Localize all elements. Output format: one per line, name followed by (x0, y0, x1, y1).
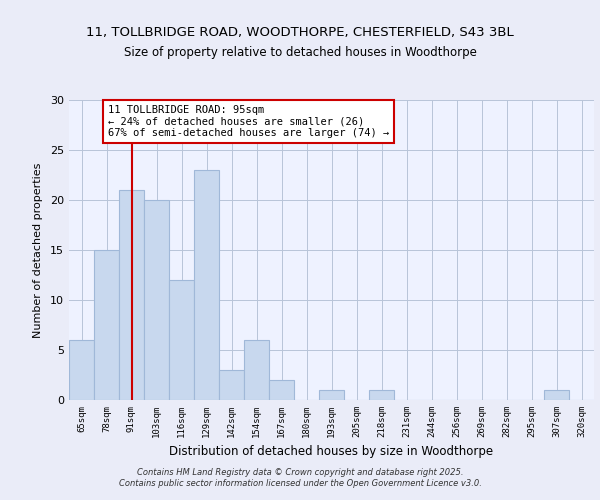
Bar (369, 390, 394, 400)
Bar (219, 370, 244, 400)
Bar (144, 200, 169, 400)
Bar (194, 170, 219, 400)
Text: 11, TOLLBRIDGE ROAD, WOODTHORPE, CHESTERFIELD, S43 3BL: 11, TOLLBRIDGE ROAD, WOODTHORPE, CHESTER… (86, 26, 514, 39)
Bar (269, 380, 294, 400)
Bar (544, 390, 569, 400)
X-axis label: Distribution of detached houses by size in Woodthorpe: Distribution of detached houses by size … (169, 446, 494, 458)
Text: 11 TOLLBRIDGE ROAD: 95sqm
← 24% of detached houses are smaller (26)
67% of semi-: 11 TOLLBRIDGE ROAD: 95sqm ← 24% of detac… (108, 105, 389, 138)
Text: Contains HM Land Registry data © Crown copyright and database right 2025.
Contai: Contains HM Land Registry data © Crown c… (119, 468, 481, 487)
Bar (169, 280, 194, 400)
Bar (69, 340, 94, 400)
Bar (244, 340, 269, 400)
Bar (319, 390, 344, 400)
Bar (94, 250, 119, 400)
Text: Size of property relative to detached houses in Woodthorpe: Size of property relative to detached ho… (124, 46, 476, 59)
Bar (119, 190, 144, 400)
Y-axis label: Number of detached properties: Number of detached properties (33, 162, 43, 338)
